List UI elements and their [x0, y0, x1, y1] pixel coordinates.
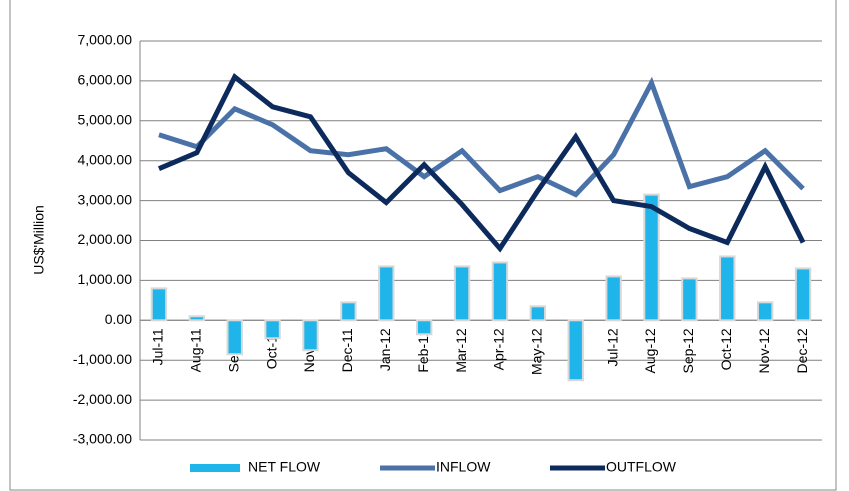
bar — [719, 255, 736, 322]
line — [157, 73, 806, 253]
bar — [794, 267, 812, 322]
bar — [302, 319, 319, 352]
y-tick-label: 7,000.00 — [78, 32, 133, 48]
bar — [605, 275, 622, 322]
bar — [756, 301, 774, 322]
y-tick-label: -3,000.00 — [73, 431, 132, 447]
x-tick-label: May-12 — [529, 328, 545, 375]
x-tick-label: Dec-11 — [339, 328, 355, 372]
x-tick-label: Dec-12 — [794, 328, 810, 373]
x-tick-label: Oct-12 — [718, 328, 734, 370]
y-tick-label: -1,000.00 — [73, 351, 132, 367]
bar — [226, 319, 243, 356]
bar — [491, 261, 509, 322]
y-tick-label: 2,000.00 — [78, 231, 133, 247]
x-tick-label: Jul-11 — [150, 328, 166, 365]
bar — [188, 315, 206, 322]
line — [158, 76, 805, 198]
legend-label: NET FLOW — [248, 459, 321, 475]
y-tick-label: 5,000.00 — [78, 112, 133, 128]
y-tick-label: 3,000.00 — [78, 191, 133, 207]
x-tick-label: Sep-12 — [680, 328, 696, 373]
legend-label: INFLOW — [436, 459, 491, 475]
x-tick-label: Mar-12 — [453, 328, 469, 373]
y-tick-label: 1,000.00 — [78, 271, 133, 287]
bar — [453, 265, 471, 322]
y-tick-label: 4,000.00 — [78, 151, 133, 167]
bar — [643, 193, 660, 322]
chart-frame — [9, 0, 837, 491]
bar — [340, 301, 357, 322]
x-tick-label: Aug-11 — [188, 328, 204, 372]
legend-label: OUTFLOW — [606, 459, 677, 475]
bar — [150, 287, 168, 322]
bar — [567, 319, 584, 382]
legend-swatch — [190, 464, 240, 472]
x-tick-label: Jan-12 — [377, 328, 393, 371]
bar — [681, 277, 698, 322]
y-tick-label: 0.00 — [105, 311, 132, 327]
y-axis-label: US$'Million — [31, 205, 47, 275]
x-tick-label: Nov-12 — [756, 328, 772, 373]
bar — [378, 265, 395, 322]
y-tick-label: 6,000.00 — [78, 72, 133, 88]
bar — [529, 305, 547, 322]
x-tick-label: Apr-12 — [491, 328, 507, 370]
x-tick-label: Feb-12 — [415, 328, 431, 373]
x-tick-label: Jul-12 — [604, 328, 620, 366]
y-tick-label: -2,000.00 — [73, 391, 132, 407]
bar — [264, 319, 281, 340]
bar — [415, 319, 433, 336]
x-tick-label: Aug-12 — [642, 328, 658, 373]
